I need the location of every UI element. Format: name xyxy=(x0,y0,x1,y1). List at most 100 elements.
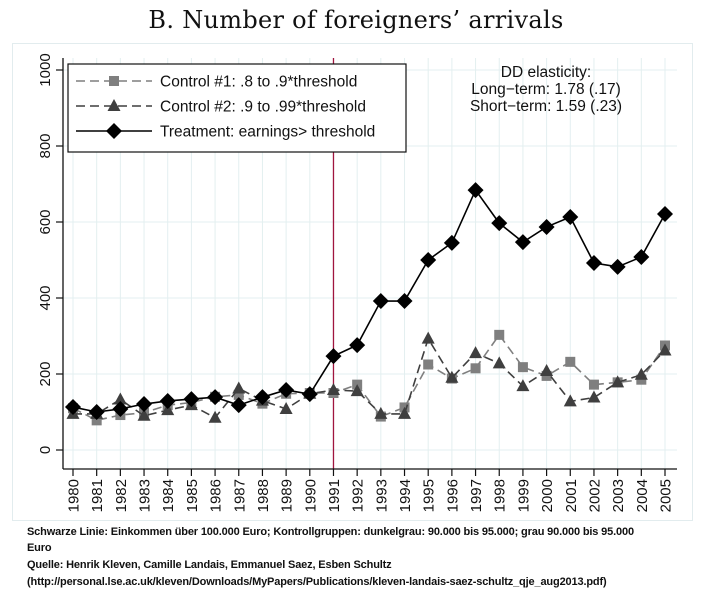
data-point-triangle xyxy=(326,382,340,395)
x-axis-ticks: 1980 1981 1982 1983 1984 1985 1986 1987 1988 1989… xyxy=(66,469,675,512)
data-point-diamond xyxy=(301,386,318,403)
legend-item-1: Control #1: .8 to .9*threshold xyxy=(76,74,357,91)
x-tick-label: 1990 xyxy=(302,479,319,512)
x-tick-label: 1984 xyxy=(160,479,177,512)
chart-title: B. Number of foreigners’ arrivals xyxy=(148,6,564,34)
data-point-diamond xyxy=(88,404,105,420)
data-point-diamond xyxy=(278,381,295,398)
data-point-triangle xyxy=(279,401,293,414)
x-tick-label: 2000 xyxy=(539,479,556,512)
series-1 xyxy=(68,329,670,426)
legend-marker-square xyxy=(109,76,119,86)
x-tick-label: 1986 xyxy=(208,479,225,512)
data-point-diamond xyxy=(467,182,484,199)
y-tick-label: 600 xyxy=(37,209,54,234)
x-tick-label: 1996 xyxy=(444,479,461,512)
x-tick-label: 1983 xyxy=(137,479,154,512)
data-point-square xyxy=(423,359,434,370)
data-point-diamond xyxy=(633,248,650,265)
series-line xyxy=(73,336,666,419)
data-point-triangle xyxy=(374,406,388,419)
annotation-group: DD elasticity:Long−term: 1.78 (.17)Short… xyxy=(470,64,622,115)
series-line xyxy=(72,333,666,422)
footer-source-line: Quelle: Henrik Kleven, Camille Landais, … xyxy=(27,559,392,571)
data-point-diamond xyxy=(65,399,81,416)
x-tick-label: 1980 xyxy=(66,479,83,512)
data-point-triangle xyxy=(634,367,648,380)
legend-label: Control #2: .9 to .99*threshold xyxy=(160,99,366,116)
x-tick-label: 1981 xyxy=(89,479,106,512)
data-point-diamond xyxy=(514,234,531,251)
dd-elasticity-annotation-1: DD elasticity: xyxy=(501,64,591,81)
y-tick-label: 0 xyxy=(37,446,54,454)
x-tick-label: 2002 xyxy=(586,479,603,512)
chart-plot: 0 200 400 600 800 1000 1980 1981 1982 1983 1984 19… xyxy=(37,53,677,512)
x-tick-label: 1987 xyxy=(231,479,248,512)
legend-item-2: Control #2: .9 to .99*threshold xyxy=(76,99,366,116)
x-tick-label: 1982 xyxy=(113,479,130,512)
data-point-triangle xyxy=(137,408,151,421)
data-point-diamond xyxy=(183,391,200,408)
data-point-diamond xyxy=(562,209,579,226)
data-point-diamond xyxy=(609,258,626,275)
legend: Control #1: .8 to .9*threshold Control #2… xyxy=(67,63,407,153)
data-point-triangle xyxy=(587,390,601,403)
y-tick-label: 400 xyxy=(37,285,54,310)
x-tick-label: 2005 xyxy=(658,479,675,512)
data-point-triangle xyxy=(208,410,222,423)
data-point-diamond xyxy=(159,392,176,409)
data-point-triangle xyxy=(350,384,364,397)
data-point-triangle xyxy=(398,406,412,419)
x-tick-label: 1998 xyxy=(492,479,509,512)
data-point-diamond xyxy=(585,255,602,272)
data-point-square xyxy=(91,415,102,426)
data-point-square xyxy=(588,379,599,390)
dd-elasticity-annotation-3: Short−term: 1.59 (.23) xyxy=(470,98,622,115)
y-tick-label: 200 xyxy=(37,361,54,386)
data-point-triangle xyxy=(232,381,246,394)
data-point-diamond xyxy=(538,218,555,235)
data-point-square xyxy=(470,363,481,374)
legend-marker-triangle xyxy=(107,99,121,111)
legend-label: Control #1: .8 to .9*threshold xyxy=(160,74,357,91)
y-tick-label: 1000 xyxy=(37,53,54,86)
data-point-diamond xyxy=(349,337,366,354)
data-point-diamond xyxy=(396,293,413,310)
data-point-diamond xyxy=(207,389,224,406)
chart-frame xyxy=(12,43,693,521)
y-tick-label: 800 xyxy=(37,133,54,158)
data-point-triangle xyxy=(445,370,459,383)
data-point-triangle xyxy=(540,363,554,376)
x-tick-label: 1992 xyxy=(350,479,367,512)
footer-note-line-2: Euro xyxy=(27,542,52,554)
footer-url-line: (http://personal.lse.ac.uk/kleven/Downlo… xyxy=(27,576,607,588)
x-tick-label: 2003 xyxy=(610,479,627,512)
x-tick-label: 2004 xyxy=(634,479,651,512)
series-3 xyxy=(65,182,673,420)
data-point-diamond xyxy=(420,252,437,268)
data-point-diamond xyxy=(230,397,247,414)
x-tick-label: 1999 xyxy=(515,479,532,512)
data-point-triangle xyxy=(469,346,483,359)
data-point-diamond xyxy=(491,215,508,232)
data-point-square xyxy=(517,362,528,373)
data-point-square xyxy=(494,329,505,340)
dd-elasticity-annotation-2: Long−term: 1.78 (.17) xyxy=(471,81,621,98)
data-point-triangle xyxy=(113,392,127,405)
data-point-diamond xyxy=(657,206,673,223)
legend-item-3: Treatment: earnings> threshold xyxy=(76,123,375,141)
x-tick-label: 1988 xyxy=(255,479,272,512)
legend-label: Treatment: earnings> threshold xyxy=(160,124,375,141)
series-group xyxy=(65,182,673,426)
legend-marker-diamond xyxy=(106,123,122,139)
legend-box xyxy=(67,63,407,153)
x-tick-label: 1985 xyxy=(184,479,201,512)
data-point-diamond xyxy=(372,293,389,310)
y-axis-ticks: 0 200 400 600 800 1000 xyxy=(37,53,63,454)
data-point-diamond xyxy=(325,348,342,365)
data-point-diamond xyxy=(112,400,129,417)
data-point-triangle xyxy=(161,403,175,416)
x-tick-label: 1994 xyxy=(397,479,414,512)
data-point-diamond xyxy=(254,389,271,406)
x-tick-label: 2001 xyxy=(563,479,580,512)
